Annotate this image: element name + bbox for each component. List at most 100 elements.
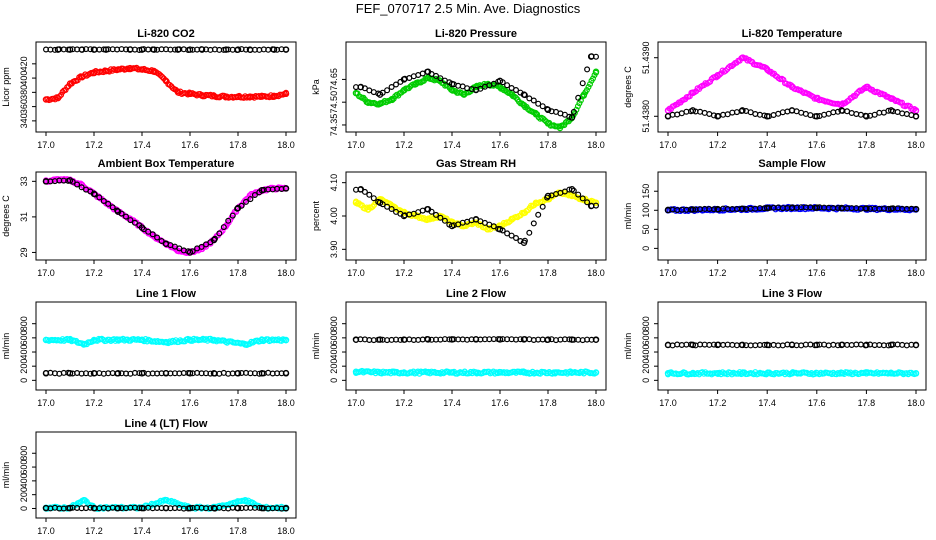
data-point xyxy=(448,80,456,88)
data-point xyxy=(535,211,542,218)
x-tick-label: 17.6 xyxy=(491,268,509,278)
y-axis-label: ml/min xyxy=(623,203,633,230)
data-point xyxy=(714,205,721,213)
data-point xyxy=(122,213,129,220)
data-point xyxy=(234,204,242,212)
y-tick-label: 0 xyxy=(329,378,339,383)
data-point xyxy=(186,504,194,512)
data-point xyxy=(352,336,360,343)
x-tick-label: 18.0 xyxy=(907,268,925,278)
data-point xyxy=(384,87,391,94)
data-point xyxy=(376,336,384,343)
data-point xyxy=(460,91,468,98)
data-point xyxy=(162,76,169,83)
data-point xyxy=(114,207,121,214)
chart-title: Gas Stream RH xyxy=(436,158,516,170)
x-tick-label: 17.6 xyxy=(808,398,826,408)
data-point xyxy=(440,214,447,221)
y-tick-label: 200 xyxy=(19,359,29,374)
data-point xyxy=(592,68,600,76)
data-point xyxy=(592,199,600,206)
data-point xyxy=(448,222,456,230)
data-point xyxy=(544,192,552,200)
y-tick-label: 400 xyxy=(329,345,339,360)
data-point xyxy=(583,86,590,93)
x-tick-label: 17.8 xyxy=(229,526,247,536)
series-2 xyxy=(352,336,600,344)
data-point xyxy=(813,113,821,120)
data-point xyxy=(211,235,218,242)
data-point xyxy=(556,124,564,132)
y-axis-label: ml/min xyxy=(1,462,11,489)
chart-title: Line 4 (LT) Flow xyxy=(125,418,208,430)
series-2 xyxy=(42,177,290,256)
data-point xyxy=(400,209,408,216)
data-point xyxy=(222,46,230,53)
chart-panel-1: Li-820 CO2 Licor ppm 17.0 17.2 17.4 17.6 17.8 1… xyxy=(1,28,297,150)
data-point xyxy=(81,496,88,504)
chart-panel-3: Li-820 Temperature degrees C 17.0 17.2 17.4 1… xyxy=(623,28,927,150)
data-point xyxy=(763,341,771,349)
y-tick-label: 33 xyxy=(19,176,29,186)
data-point xyxy=(520,239,528,246)
data-point xyxy=(210,236,218,244)
x-tick-label: 17.8 xyxy=(229,268,247,278)
y-tick-label: 400 xyxy=(19,71,29,86)
data-point xyxy=(246,93,254,100)
data-point xyxy=(424,336,432,343)
data-point xyxy=(863,341,870,349)
data-point xyxy=(109,204,116,211)
y-tick-label: 31 xyxy=(19,212,29,222)
data-point xyxy=(229,212,236,219)
data-point xyxy=(222,93,230,100)
x-tick-label: 17.2 xyxy=(709,140,727,150)
chart-title: Line 2 Flow xyxy=(446,288,506,300)
data-point xyxy=(90,370,98,377)
data-point xyxy=(887,205,895,213)
x-tick-label: 17.0 xyxy=(659,268,677,278)
series-2 xyxy=(664,204,920,214)
data-point xyxy=(813,341,821,349)
y-axis-label: degrees C xyxy=(1,195,11,237)
x-tick-label: 17.2 xyxy=(85,140,103,150)
x-tick-label: 18.0 xyxy=(277,526,295,536)
data-point xyxy=(441,217,448,224)
data-point xyxy=(520,91,528,98)
y-tick-label: 800 xyxy=(19,316,29,331)
x-tick-label: 17.0 xyxy=(659,398,677,408)
y-tick-label: 400 xyxy=(19,345,29,360)
data-point xyxy=(584,66,591,73)
data-point xyxy=(526,229,533,236)
data-point xyxy=(42,504,50,512)
data-point xyxy=(66,80,74,88)
data-point xyxy=(863,113,870,120)
data-point xyxy=(568,336,576,343)
plot-frame xyxy=(657,171,927,261)
data-point xyxy=(42,178,50,185)
data-point xyxy=(400,369,408,376)
data-point xyxy=(234,370,242,377)
data-point xyxy=(504,82,511,89)
data-point xyxy=(90,69,98,76)
chart-panel-6: Sample Flow ml/min 17.0 17.2 17.4 17.6 17.8 18.… xyxy=(623,158,927,278)
y-tick-label: 0 xyxy=(641,378,651,383)
data-point xyxy=(585,83,592,90)
data-point xyxy=(162,338,170,346)
data-point xyxy=(126,46,134,53)
x-tick-label: 17.0 xyxy=(37,398,55,408)
data-point xyxy=(448,369,456,376)
data-point xyxy=(138,66,146,73)
data-point xyxy=(849,94,856,101)
y-tick-label: 200 xyxy=(19,487,29,502)
data-point xyxy=(763,66,771,73)
data-point xyxy=(512,235,519,242)
data-point xyxy=(54,46,62,53)
y-tick-label: 0 xyxy=(19,506,29,511)
x-tick-label: 18.0 xyxy=(277,398,295,408)
x-tick-label: 17.8 xyxy=(229,140,247,150)
y-tick-label: 29 xyxy=(19,247,29,257)
y-tick-label: 51.4390 xyxy=(641,41,651,74)
data-point xyxy=(42,370,50,377)
data-point xyxy=(530,97,537,104)
